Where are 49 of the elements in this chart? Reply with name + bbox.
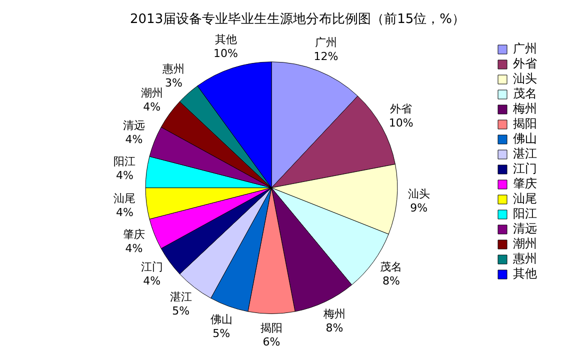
legend-label: 广州: [513, 42, 537, 56]
chart-title: 2013届设备专业毕业生生源地分布比例图（前15位，%）: [130, 12, 465, 28]
slice-label: 汕头: [408, 188, 430, 201]
data-label: 4%: [116, 169, 134, 182]
legend-label: 惠州: [512, 252, 537, 266]
data-label: 9%: [410, 202, 428, 215]
data-label: 4%: [125, 242, 143, 256]
slice-label: 外省: [390, 102, 412, 116]
slice-label: 汕尾: [114, 192, 136, 206]
legend-label: 汕头: [513, 72, 537, 86]
legend-label: 阳江: [513, 206, 537, 221]
data-label: 10%: [388, 116, 414, 130]
legend-label: 汕尾: [513, 192, 537, 206]
data-label: 4%: [143, 274, 161, 288]
legend-label: 梅州: [512, 102, 537, 116]
slice-label: 广州: [314, 36, 337, 50]
slice-label: 阳江: [114, 155, 136, 168]
legend-label: 揭阳: [513, 116, 537, 131]
legend-label: 江门: [513, 162, 537, 176]
data-label: 4%: [125, 133, 143, 146]
slice-label: 佛山: [210, 312, 232, 326]
slice-label: 肇庆: [122, 228, 145, 242]
data-label: 3%: [164, 76, 182, 90]
slice-label: 江门: [140, 260, 163, 274]
data-label: 12%: [314, 50, 338, 64]
slice-label: 湛江: [170, 290, 192, 304]
data-label: 5%: [172, 304, 190, 318]
slice-label: 茂名: [380, 260, 402, 274]
slice-label: 梅州: [322, 308, 346, 321]
slice-label: 惠州: [162, 62, 185, 76]
slice-label: 清远: [122, 119, 145, 132]
slice-label: 揭阳: [260, 322, 282, 335]
legend-label: 其他: [513, 266, 537, 281]
slice-label: 潮州: [140, 86, 163, 100]
legend-label: 清远: [513, 222, 537, 236]
data-label: 10%: [214, 46, 238, 60]
legend-label: 外省: [513, 56, 537, 71]
legend-label: 佛山: [513, 132, 537, 146]
data-label: 8%: [326, 322, 344, 335]
data-label: 5%: [212, 326, 230, 340]
data-label: 8%: [382, 274, 400, 288]
data-label: 4%: [116, 206, 134, 220]
legend-label: 肇庆: [513, 176, 537, 191]
legend-label: 湛江: [513, 146, 537, 161]
slice-label: 其他: [214, 32, 237, 46]
data-label: 4%: [143, 100, 161, 114]
legend-label: 茂名: [513, 86, 537, 101]
data-label: 6%: [262, 336, 280, 349]
legend-label: 潮州: [513, 236, 537, 251]
